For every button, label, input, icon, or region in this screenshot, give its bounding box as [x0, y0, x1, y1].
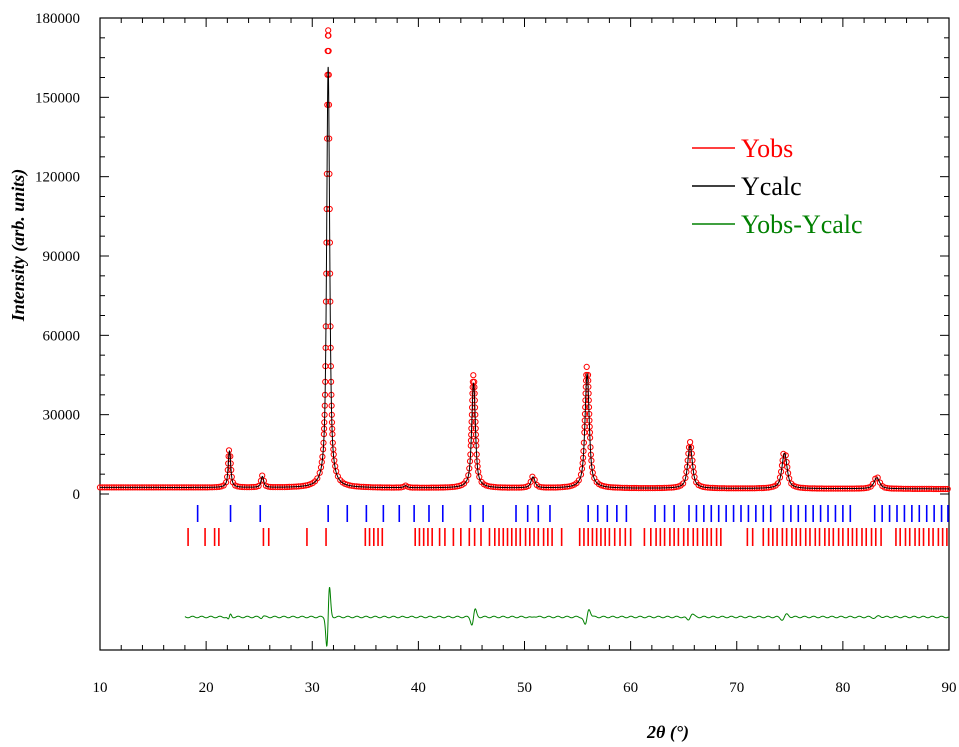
observed-point: [476, 473, 483, 480]
difference-curve: [184, 586, 950, 647]
observed-point: [680, 480, 687, 487]
observed-point: [325, 27, 332, 34]
observed-point: [583, 363, 590, 370]
x-tick-label: 20: [199, 680, 214, 696]
x-tick-label: 30: [305, 680, 320, 696]
observed-point: [874, 474, 881, 481]
x-tick-label: 40: [411, 680, 426, 696]
legend-label-yobs-ycalc: Yobs-Ycalc: [741, 210, 863, 239]
observed-point: [687, 439, 694, 446]
observed-point: [682, 474, 689, 481]
x-tick-label: 90: [942, 680, 957, 696]
x-tick-label: 50: [517, 680, 532, 696]
observed-point: [255, 482, 262, 490]
calculated-curve: [100, 66, 949, 490]
observed-point: [470, 372, 477, 379]
y-tick-labels: 0 30000 60000 90000 120000 150000 180000: [35, 11, 80, 503]
legend-label-ycalc: Ycalc: [741, 172, 802, 201]
axis-ticks: [99, 17, 950, 650]
yobs-ycalc-line: [184, 586, 950, 647]
plot-frame: [99, 17, 950, 651]
y-tick-label: 90000: [43, 249, 81, 265]
ycalc-line: [100, 66, 949, 490]
observed-point: [325, 32, 332, 39]
y-tick-label: 60000: [43, 328, 81, 344]
y-axis-title: Intensity (arb. units): [8, 169, 29, 323]
x-tick-label: 10: [93, 680, 108, 696]
y-tick-label: 0: [73, 487, 81, 503]
observed-point: [325, 47, 332, 55]
x-axis-title: 2θ (°): [646, 722, 689, 743]
legend: Yobs Ycalc Yobs-Ycalc: [692, 134, 863, 239]
observed-point: [869, 480, 877, 487]
x-tick-label: 60: [623, 680, 638, 696]
observed-point: [575, 477, 582, 484]
bragg-reflection-markers: [187, 505, 949, 546]
observed-point: [463, 477, 470, 484]
observed-points: [96, 27, 951, 493]
x-tick-labels: 10 20 30 40 50 60 70 80 90: [93, 680, 957, 696]
y-tick-label: 180000: [35, 11, 80, 27]
x-tick-label: 70: [729, 680, 744, 696]
y-tick-label: 30000: [43, 408, 81, 424]
observed-point: [314, 475, 321, 482]
y-tick-label: 150000: [35, 90, 80, 106]
observed-point: [774, 480, 782, 487]
observed-point: [531, 476, 538, 483]
observed-point: [786, 475, 793, 482]
x-tick-label: 80: [835, 680, 850, 696]
observed-point: [259, 472, 266, 479]
y-tick-label: 120000: [35, 170, 80, 186]
legend-label-yobs: Yobs: [741, 134, 793, 163]
